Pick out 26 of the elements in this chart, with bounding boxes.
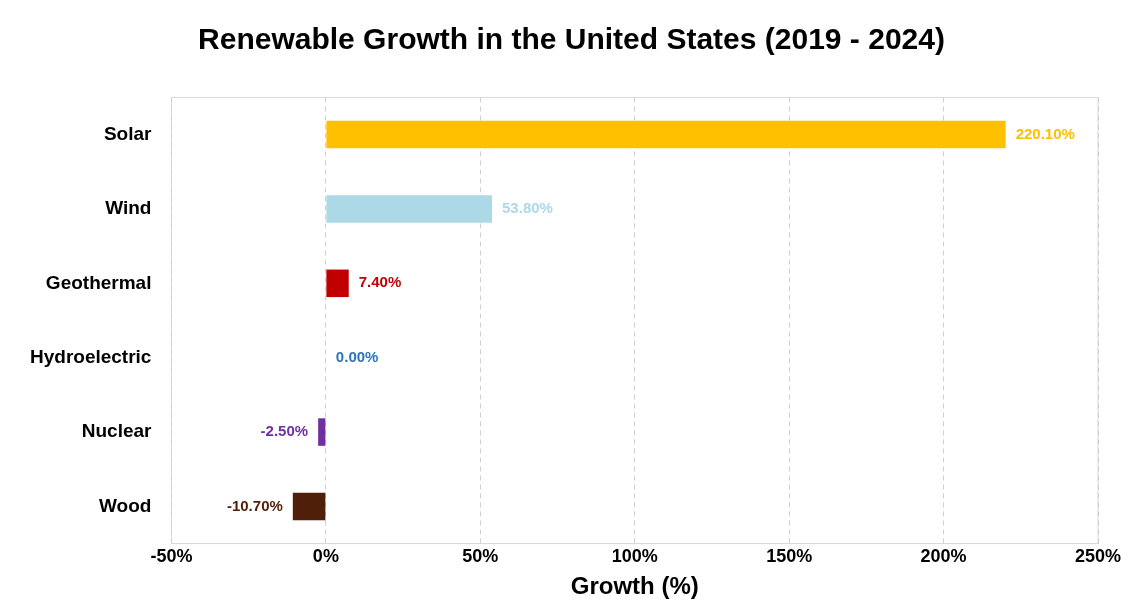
y-tick-label: Solar	[103, 122, 153, 144]
data-label: -2.50%	[260, 422, 309, 440]
x-tick-label: 0%	[312, 546, 339, 567]
y-tick-label: Geothermal	[45, 271, 152, 293]
x-tick-label: 50%	[462, 546, 499, 567]
x-tick-label: 250%	[1074, 546, 1122, 567]
bar	[326, 269, 349, 298]
data-label: 53.80%	[502, 199, 553, 217]
y-tick-label: Nuclear	[81, 420, 153, 442]
data-label: 220.10%	[1015, 124, 1075, 142]
bar	[318, 418, 326, 446]
x-tick-label: -50%	[150, 546, 193, 567]
bar	[292, 492, 326, 521]
x-tick-label: 100%	[611, 546, 658, 567]
bar	[326, 120, 1006, 149]
chart-title: Renewable Growth in the United States (2019 - 2024)	[197, 22, 946, 57]
x-tick-label: 150%	[766, 546, 813, 567]
x-tick-label: 200%	[920, 546, 967, 567]
data-label: -10.70%	[226, 496, 283, 514]
bar	[326, 195, 493, 223]
y-tick-label: Wood	[99, 494, 152, 516]
y-tick-label: Wind	[105, 197, 152, 219]
data-label: 0.00%	[335, 347, 379, 365]
data-label: 7.40%	[358, 273, 402, 291]
x-axis-title: Growth (%)	[570, 572, 699, 600]
y-tick-label: Hydroelectric	[29, 345, 152, 367]
